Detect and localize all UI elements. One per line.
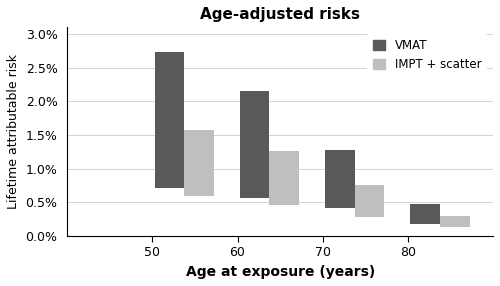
Bar xyxy=(325,150,354,208)
X-axis label: Age at exposure (years): Age at exposure (years) xyxy=(186,265,375,279)
Title: Age-adjusted risks: Age-adjusted risks xyxy=(200,7,360,22)
Bar xyxy=(184,130,214,196)
Bar xyxy=(154,52,184,188)
Y-axis label: Lifetime attributable risk: Lifetime attributable risk xyxy=(7,54,20,209)
Bar xyxy=(354,185,384,217)
Bar xyxy=(410,204,440,224)
Bar xyxy=(270,150,300,205)
Bar xyxy=(440,216,470,227)
Bar xyxy=(240,91,270,198)
Legend: VMAT, IMPT + scatter: VMAT, IMPT + scatter xyxy=(368,33,487,77)
